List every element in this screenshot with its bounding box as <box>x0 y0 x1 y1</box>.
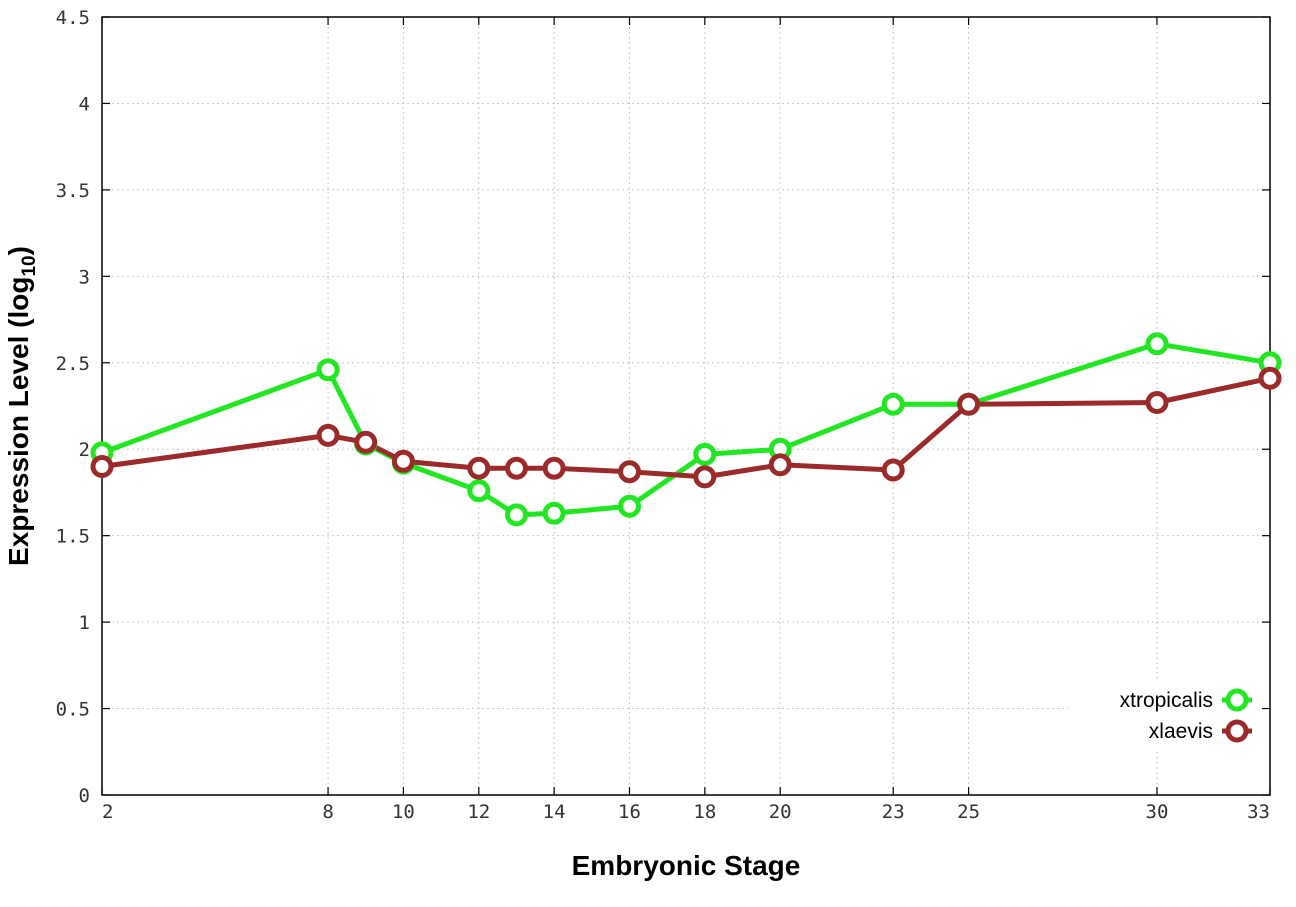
y-axis-title: Expression Level (log10) <box>3 246 40 566</box>
series-layer <box>90 332 1282 527</box>
plot-frame <box>101 16 1271 796</box>
y-tick-label: 3.5 <box>56 180 90 202</box>
x-tick-label: 25 <box>957 801 980 823</box>
y-tick-label: 2 <box>79 439 90 461</box>
data-point-xtropicalis <box>505 503 528 527</box>
y-axis-title-main: Expression Level (log <box>3 277 34 566</box>
data-point-xlaevis <box>957 392 981 416</box>
data-point-xlaevis <box>505 456 528 480</box>
grid-layer <box>102 17 1270 795</box>
y-tick-label: 1 <box>79 612 90 634</box>
x-axis-title: Embryonic Stage <box>572 850 801 881</box>
x-tick-label: 8 <box>322 801 333 823</box>
data-point-xlaevis <box>618 460 641 484</box>
x-tick-label: 12 <box>467 801 490 823</box>
tick-layer: 0 0.5 1 1.5 2 2.5 3 3.5 4 4.5 2 8 10 12 14 16 18 20 23 25 30… <box>56 7 1271 823</box>
x-tick-label: 14 <box>543 801 566 823</box>
data-point-xtropicalis <box>1145 332 1169 356</box>
y-tick-label: 4 <box>79 93 90 115</box>
series-line-xtropicalis <box>101 341 1271 518</box>
y-tick-label: 2.5 <box>56 353 90 375</box>
x-tick-label: 20 <box>769 801 792 823</box>
x-tick-label: 18 <box>693 801 716 823</box>
data-point-xtropicalis <box>618 494 641 518</box>
data-point-xlaevis <box>467 456 491 480</box>
x-tick-label: 33 <box>1247 801 1270 823</box>
y-tick-label: 0.5 <box>56 699 90 721</box>
x-tick-label: 2 <box>102 801 113 823</box>
y-axis-title-subscript: 10 <box>19 255 40 276</box>
data-point-xlaevis <box>1258 366 1282 390</box>
legend-marker-xtropicalis <box>1225 688 1249 712</box>
data-point-xtropicalis <box>693 442 717 466</box>
data-point-xtropicalis <box>467 479 491 503</box>
data-point-xtropicalis <box>542 501 566 525</box>
x-tick-label: 10 <box>392 801 415 823</box>
x-tick-label: 16 <box>618 801 641 823</box>
y-tick-label: 3 <box>79 266 90 288</box>
y-axis-title-close: ) <box>3 246 34 255</box>
data-point-xlaevis <box>354 430 378 454</box>
data-point-xlaevis <box>90 455 114 478</box>
data-point-xlaevis <box>316 423 340 447</box>
data-point-xtropicalis <box>316 358 340 382</box>
y-tick-label: 0 <box>79 785 90 807</box>
series-line-xlaevis <box>101 375 1271 480</box>
data-point-xlaevis <box>768 453 792 477</box>
x-tick-label: 23 <box>882 801 905 823</box>
data-point-xlaevis <box>693 465 717 489</box>
data-point-xlaevis <box>391 449 415 473</box>
data-point-xlaevis <box>1145 391 1169 414</box>
legend: xtropicalis xlaevis <box>1068 682 1262 750</box>
legend-label-xlaevis: xlaevis <box>1149 720 1213 743</box>
data-point-xlaevis <box>881 458 905 482</box>
y-tick-label: 4.5 <box>56 7 90 29</box>
legend-label-xtropicalis: xtropicalis <box>1120 689 1213 712</box>
x-tick-label: 30 <box>1146 801 1169 823</box>
legend-marker-xlaevis <box>1225 719 1249 743</box>
data-point-xlaevis <box>542 456 566 480</box>
y-tick-label: 1.5 <box>56 526 90 548</box>
data-point-xtropicalis <box>881 392 905 416</box>
